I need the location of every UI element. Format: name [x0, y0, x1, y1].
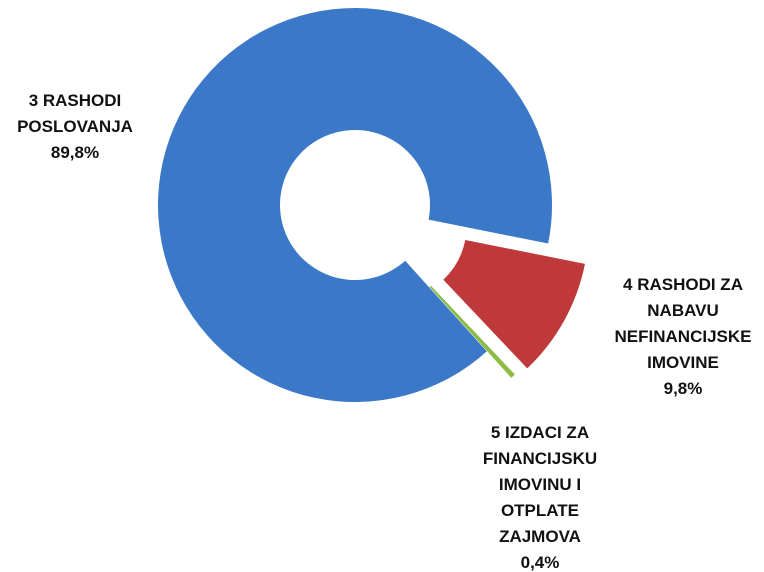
value-label: 89,8% [50, 143, 100, 162]
slice [158, 7, 553, 402]
slice-label: 3 RASHODI POSLOVANJA 89,8% [0, 88, 150, 166]
value-label: 9,8% [663, 379, 703, 398]
category-label: 3 RASHODI POSLOVANJA [17, 91, 133, 136]
slice [443, 239, 585, 369]
slice-label: 4 RASHODI ZA NABAVU NEFINANCIJSKE IMOVIN… [593, 272, 764, 402]
slice-label: 5 IZDACI ZA FINANCIJSKU IMOVINU I OTPLAT… [465, 420, 615, 572]
category-label: 5 IZDACI ZA FINANCIJSKU IMOVINU I OTPLAT… [482, 423, 598, 546]
value-label: 0,4% [520, 553, 560, 572]
category-label: 4 RASHODI ZA NABAVU NEFINANCIJSKE IMOVIN… [614, 275, 752, 372]
slice [429, 285, 515, 378]
